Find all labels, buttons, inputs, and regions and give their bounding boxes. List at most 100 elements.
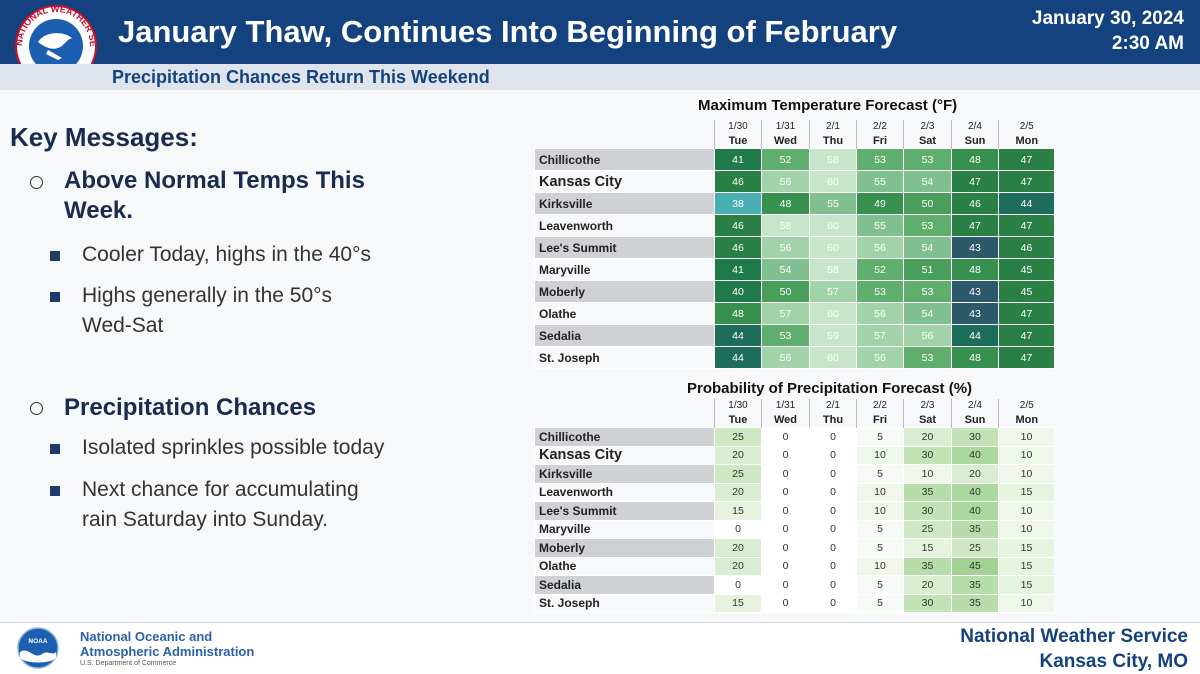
forecast-value-cell: 60 — [809, 302, 857, 325]
forecast-value-cell: 15 — [998, 575, 1055, 595]
date-header: 2/1 — [809, 399, 857, 413]
key-message-heading: Above Normal Temps This Week. — [64, 167, 365, 224]
forecast-value-cell: 0 — [809, 464, 857, 484]
forecast-value-cell: 30 — [903, 593, 952, 613]
forecast-value-cell: 43 — [951, 280, 999, 303]
table-row: Kansas City 46 56 60 55 54 47 47 — [534, 170, 1055, 193]
forecast-value-cell: 48 — [951, 346, 999, 369]
city-name: Olathe — [534, 556, 715, 576]
forecast-value-cell: 5 — [856, 575, 904, 595]
table-row: Leavenworth 20 0 0 10 35 40 15 — [534, 482, 1055, 502]
forecast-value-cell: 48 — [951, 148, 999, 171]
forecast-value-cell: 20 — [714, 556, 762, 576]
day-header: Sat — [903, 134, 952, 149]
forecast-value-cell: 54 — [903, 236, 952, 259]
date-header: 2/5 — [998, 120, 1055, 134]
forecast-value-cell: 59 — [809, 324, 857, 347]
forecast-value-cell: 0 — [714, 519, 762, 539]
city-name: Sedalia — [534, 324, 715, 347]
forecast-value-cell: 0 — [761, 519, 810, 539]
table-row: Chillicothe 25 0 0 5 20 30 10 — [534, 427, 1055, 447]
forecast-value-cell: 5 — [856, 519, 904, 539]
forecast-value-cell: 35 — [951, 519, 999, 539]
forecast-value-cell: 45 — [998, 280, 1055, 303]
date-header: 2/5 — [998, 399, 1055, 413]
forecast-value-cell: 0 — [809, 501, 857, 521]
precip-table-title: Probability of Precipitation Forecast (%… — [687, 380, 973, 397]
forecast-value-cell: 10 — [903, 464, 952, 484]
forecast-value-cell: 0 — [809, 519, 857, 539]
day-header: Fri — [856, 134, 904, 149]
forecast-value-cell: 56 — [856, 302, 904, 325]
forecast-value-cell: 60 — [809, 346, 857, 369]
forecast-value-cell: 53 — [856, 148, 904, 171]
forecast-value-cell: 10 — [998, 519, 1055, 539]
forecast-value-cell: 47 — [951, 214, 999, 237]
forecast-value-cell: 58 — [809, 258, 857, 281]
forecast-value-cell: 38 — [714, 192, 762, 215]
city-name: Lee's Summit — [534, 501, 715, 521]
forecast-value-cell: 15 — [714, 593, 762, 613]
forecast-value-cell: 40 — [951, 501, 999, 521]
noaa-name: National Oceanic and Atmospheric Adminis… — [80, 629, 255, 659]
city-name: Olathe — [534, 302, 715, 325]
nws-office: National Weather Service Kansas City, MO — [960, 626, 1188, 672]
table-row: Kirksville 25 0 0 5 10 20 10 — [534, 464, 1055, 484]
date-header: 1/30 — [714, 399, 762, 413]
forecast-value-cell: 46 — [714, 170, 762, 193]
forecast-value-cell: 20 — [714, 445, 762, 465]
city-name: Kirksville — [534, 192, 715, 215]
forecast-value-cell: 44 — [714, 324, 762, 347]
day-header: Sun — [951, 413, 999, 428]
forecast-value-cell: 43 — [951, 302, 999, 325]
key-message-detail: Highs generally in the 50°s Wed-Sat — [82, 284, 333, 337]
forecast-value-cell: 47 — [998, 214, 1055, 237]
forecast-value-cell: 47 — [998, 148, 1055, 171]
page-title: January Thaw, Continues Into Beginning o… — [118, 14, 898, 49]
bullet-square-icon — [50, 486, 60, 496]
forecast-value-cell: 0 — [714, 575, 762, 595]
forecast-value-cell: 44 — [714, 346, 762, 369]
table-row: Olathe 48 57 60 56 54 43 47 — [534, 302, 1055, 325]
day-header: Tue — [714, 134, 762, 149]
forecast-value-cell: 54 — [761, 258, 810, 281]
forecast-value-cell: 5 — [856, 538, 904, 558]
table-row: Lee's Summit 46 56 60 56 54 43 46 — [534, 236, 1055, 259]
forecast-value-cell: 50 — [761, 280, 810, 303]
forecast-value-cell: 0 — [809, 482, 857, 502]
forecast-value-cell: 55 — [856, 214, 904, 237]
forecast-value-cell: 0 — [809, 556, 857, 576]
forecast-value-cell: 35 — [903, 482, 952, 502]
forecast-value-cell: 60 — [809, 214, 857, 237]
forecast-value-cell: 53 — [903, 346, 952, 369]
forecast-value-cell: 20 — [903, 575, 952, 595]
forecast-value-cell: 0 — [809, 593, 857, 613]
forecast-value-cell: 44 — [998, 192, 1055, 215]
forecast-value-cell: 0 — [761, 501, 810, 521]
table-row: Sedalia 44 53 59 57 56 44 47 — [534, 324, 1055, 347]
bullet-circle-icon — [30, 402, 43, 415]
forecast-value-cell: 54 — [903, 302, 952, 325]
day-header: Thu — [809, 134, 857, 149]
issue-datetime: January 30, 2024 2:30 AM — [1032, 6, 1184, 56]
forecast-value-cell: 52 — [761, 148, 810, 171]
forecast-value-cell: 35 — [951, 593, 999, 613]
forecast-value-cell: 56 — [856, 236, 904, 259]
day-header: Tue — [714, 413, 762, 428]
forecast-value-cell: 0 — [761, 464, 810, 484]
footer-bar — [0, 622, 1200, 674]
date-header: 1/31 — [761, 399, 810, 413]
date-header: 2/4 — [951, 399, 999, 413]
city-name: Sedalia — [534, 575, 715, 595]
bullet-square-icon — [50, 292, 60, 302]
key-message-detail: Cooler Today, highs in the 40°s — [82, 243, 371, 266]
forecast-value-cell: 56 — [761, 236, 810, 259]
forecast-value-cell: 41 — [714, 258, 762, 281]
table-row: Maryville 0 0 0 5 25 35 10 — [534, 519, 1055, 539]
forecast-value-cell: 25 — [714, 427, 762, 447]
day-header: Sun — [951, 134, 999, 149]
city-name: Maryville — [534, 519, 715, 539]
forecast-value-cell: 15 — [714, 501, 762, 521]
forecast-value-cell: 46 — [998, 236, 1055, 259]
forecast-value-cell: 52 — [856, 258, 904, 281]
